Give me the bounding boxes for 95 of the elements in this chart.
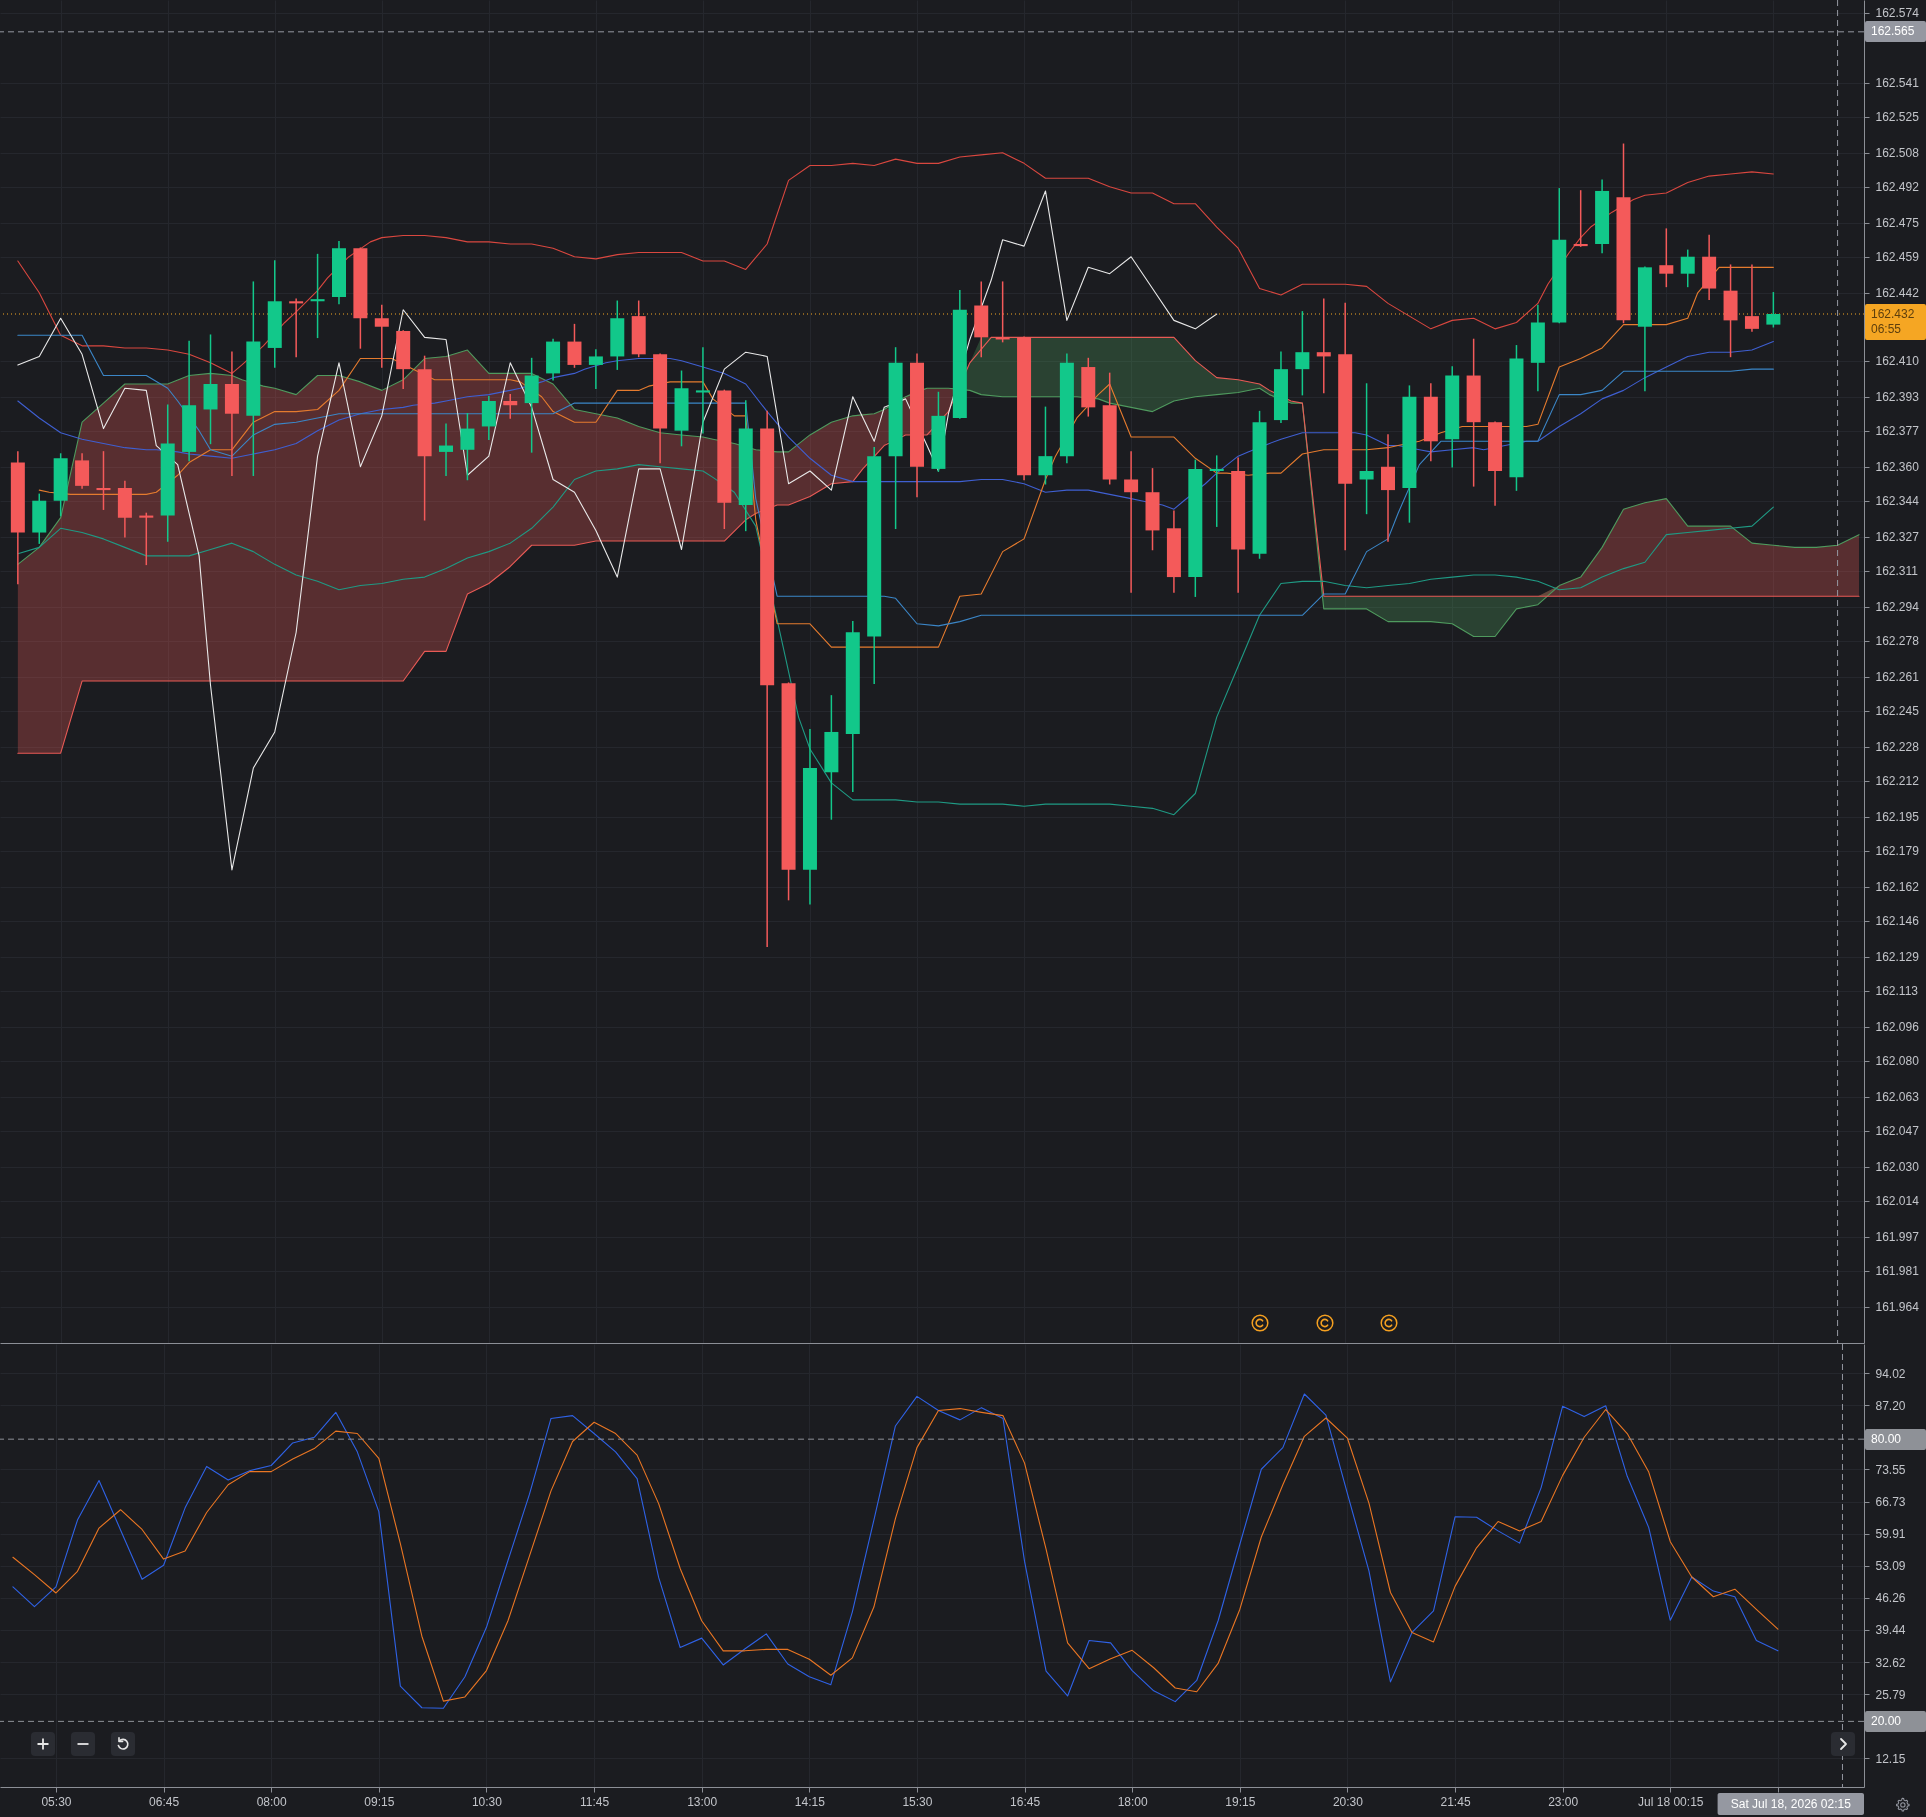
y-tick-label: 162.327 bbox=[1875, 530, 1920, 545]
candlestick bbox=[1316, 298, 1331, 394]
y-tick-label: 162.245 bbox=[1875, 704, 1920, 719]
x-tick-label: 15:30 bbox=[902, 1794, 933, 1809]
y-tick-label: 162.574 bbox=[1875, 6, 1920, 21]
y-tick-label: 162.541 bbox=[1875, 76, 1920, 91]
y-tick-label: 162.063 bbox=[1875, 1090, 1920, 1105]
y-tick-label: 53.09 bbox=[1875, 1559, 1906, 1574]
candlestick bbox=[1038, 406, 1053, 485]
y-tick-label: 46.26 bbox=[1875, 1591, 1906, 1606]
y-tick-label: 162.195 bbox=[1875, 810, 1920, 825]
y-tick-label: 162.228 bbox=[1875, 740, 1920, 755]
candlestick bbox=[1124, 451, 1139, 593]
y-tick-label: 162.442 bbox=[1875, 286, 1920, 301]
y-tick-label: 162.113 bbox=[1875, 984, 1919, 999]
y-tick-label: 162.080 bbox=[1875, 1054, 1920, 1069]
y-tick-label: 162.525 bbox=[1875, 110, 1920, 125]
y-tick-label: 73.55 bbox=[1875, 1463, 1906, 1477]
x-tick-label: 14:15 bbox=[794, 1794, 826, 1809]
y-tick-label: 59.91 bbox=[1875, 1527, 1906, 1542]
y-tick-label: 66.73 bbox=[1875, 1495, 1906, 1510]
y-tick-label: 162.261 bbox=[1875, 670, 1920, 685]
x-tick-label: 18:00 bbox=[1117, 1794, 1149, 1809]
candlestick bbox=[1573, 190, 1588, 247]
candlestick bbox=[96, 451, 111, 510]
x-tick-label: 06:45 bbox=[149, 1794, 180, 1809]
y-tick-label: 162.393 bbox=[1875, 390, 1920, 405]
y-tick-label: 162.162 bbox=[1875, 880, 1920, 895]
y-tick-label: 161.964 bbox=[1875, 1300, 1920, 1315]
x-tick-label: 21:45 bbox=[1440, 1794, 1471, 1809]
candlestick bbox=[289, 298, 304, 358]
candlestick bbox=[567, 323, 582, 368]
y-tick-label: 162.129 bbox=[1875, 950, 1920, 965]
y-tick-label: 162.278 bbox=[1875, 634, 1920, 649]
candlestick bbox=[503, 393, 518, 419]
y-tick-label: 39.44 bbox=[1875, 1623, 1906, 1638]
y-tick-label: 162.294 bbox=[1875, 600, 1920, 615]
candlestick bbox=[1359, 383, 1374, 515]
x-tick-label: 10:30 bbox=[471, 1794, 503, 1809]
ref-line-label: Sat Jul 18, 2026 02:15 bbox=[1730, 1797, 1852, 1811]
y-tick-label: 162.014 bbox=[1875, 1194, 1920, 1209]
y-tick-label: 162.179 bbox=[1875, 844, 1920, 859]
line-series bbox=[17, 464, 1774, 816]
ref-line-label: 20.00 bbox=[1865, 1710, 1926, 1732]
y-tick-label: 161.981 bbox=[1875, 1264, 1920, 1279]
x-tick-label: 05:30 bbox=[41, 1794, 72, 1809]
ref-line-label: 80.00 bbox=[1865, 1428, 1926, 1450]
y-tick-label: 162.096 bbox=[1875, 1020, 1920, 1035]
candlestick bbox=[588, 349, 603, 390]
y-tick-label: 162.377 bbox=[1875, 424, 1920, 439]
candlestick bbox=[374, 304, 389, 368]
y-tick-label: 87.20 bbox=[1875, 1398, 1906, 1413]
y-tick-label: 162.212 bbox=[1875, 774, 1920, 789]
y-tick-label: 25.79 bbox=[1875, 1687, 1906, 1702]
candlestick bbox=[1381, 434, 1396, 542]
candlestick bbox=[1680, 249, 1695, 288]
y-tick-label: 162.475 bbox=[1875, 216, 1920, 231]
x-tick-label: Jul 18 00:15 bbox=[1638, 1794, 1704, 1809]
x-tick-label: 13:00 bbox=[687, 1794, 718, 1809]
candlestick bbox=[1766, 292, 1781, 328]
y-tick-label: 162.030 bbox=[1875, 1160, 1920, 1175]
x-tick-label: 23:00 bbox=[1548, 1794, 1579, 1809]
y-tick-label: 162.492 bbox=[1875, 180, 1920, 195]
y-tick-label: 162.410 bbox=[1875, 354, 1920, 369]
candlestick bbox=[1659, 228, 1674, 288]
x-tick-label: 11:45 bbox=[580, 1794, 610, 1809]
candlestick bbox=[460, 412, 475, 481]
y-tick-label: 162.146 bbox=[1875, 914, 1920, 929]
candlestick bbox=[310, 253, 325, 339]
candlestick bbox=[695, 347, 710, 434]
y-tick-label: 162.047 bbox=[1875, 1124, 1920, 1139]
x-tick-label: 20:30 bbox=[1332, 1794, 1364, 1809]
x-tick-label: 08:00 bbox=[256, 1794, 288, 1809]
y-tick-label: 32.62 bbox=[1875, 1655, 1906, 1670]
x-tick-label: 09:15 bbox=[364, 1794, 395, 1809]
y-tick-label: 162.311 bbox=[1875, 564, 1919, 579]
y-tick-label: 162.360 bbox=[1875, 460, 1920, 475]
candlestick bbox=[1295, 311, 1310, 396]
candlestick bbox=[1744, 264, 1759, 332]
x-tick-label: 16:45 bbox=[1010, 1794, 1041, 1809]
ref-line-label: 162.565 bbox=[1865, 21, 1926, 43]
y-tick-label: 162.508 bbox=[1875, 146, 1920, 161]
y-tick-label: 94.02 bbox=[1875, 1366, 1906, 1381]
candlestick bbox=[139, 512, 154, 566]
line-series bbox=[17, 152, 1774, 374]
candlestick bbox=[439, 423, 454, 476]
y-tick-label: 162.344 bbox=[1875, 494, 1920, 509]
ref-line-label: 162.432 06:55 bbox=[1865, 303, 1926, 340]
y-tick-label: 162.459 bbox=[1875, 250, 1920, 265]
candlestick bbox=[1209, 455, 1224, 527]
line-series bbox=[17, 341, 1774, 510]
y-tick-label: 161.997 bbox=[1875, 1230, 1920, 1245]
x-tick-label: 19:15 bbox=[1225, 1794, 1256, 1809]
line-series bbox=[17, 190, 1218, 871]
y-tick-label: 12.15 bbox=[1875, 1751, 1906, 1766]
